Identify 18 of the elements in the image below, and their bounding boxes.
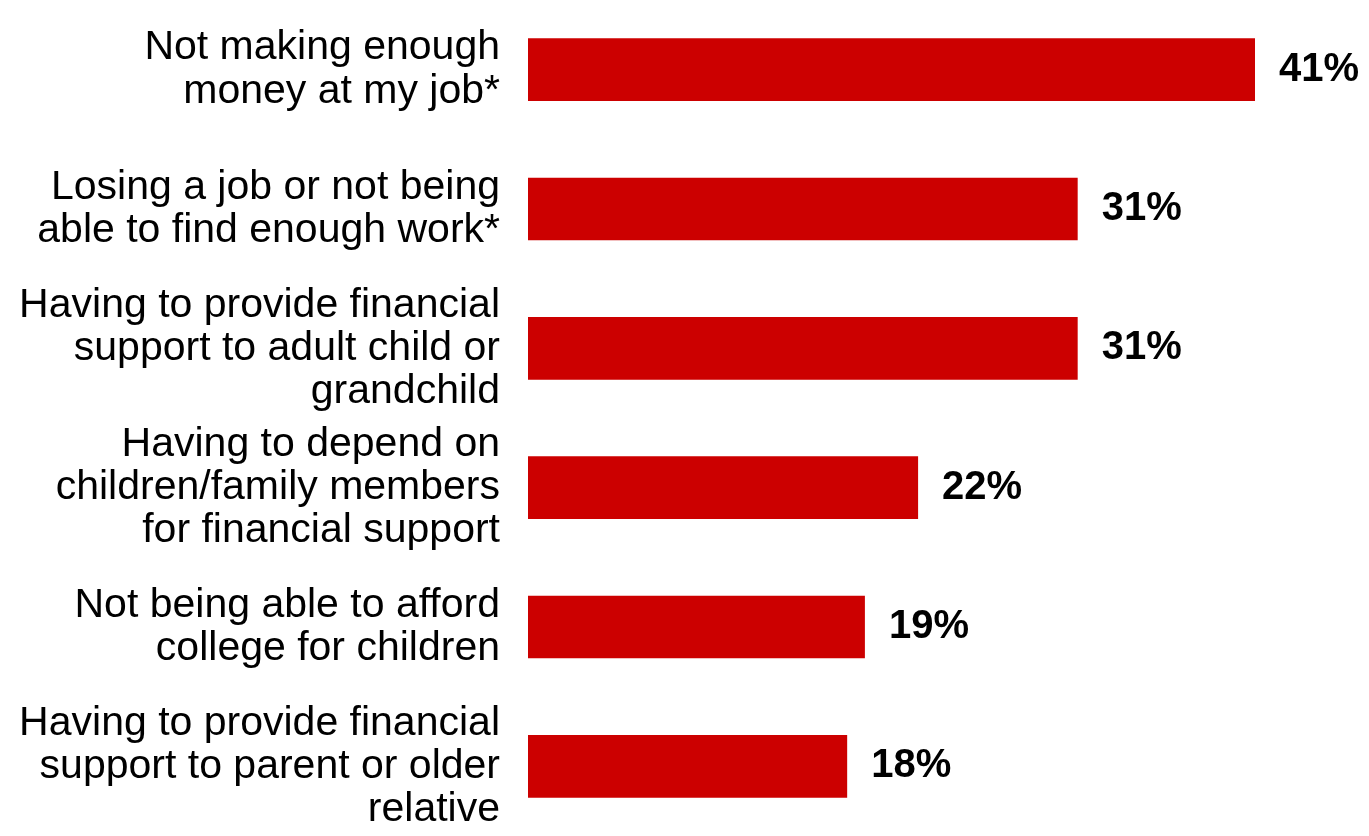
y-tick-label: Having to depend on children/family members for financial support [55,418,501,552]
bar [528,595,865,659]
data-label: 41% [1279,44,1360,89]
bar [528,734,848,798]
data-label: 31% [1101,323,1182,368]
data-label: 22% [942,462,1023,507]
bar [528,177,1078,241]
bar [528,38,1255,102]
bar [528,316,1078,380]
bar [528,456,919,520]
y-tick-label: Having to provide financial support to adult child or grandchild [19,279,500,412]
data-label: 31% [1101,184,1182,229]
y-tick-label: Not making enough money at my job* [144,22,501,112]
y-tick-label: Not being able to afford college for children [74,579,500,669]
data-label: 19% [888,602,969,647]
y-tick-label: Losing a job or not being able to find enough work* [37,161,501,251]
data-label: 18% [871,741,952,786]
y-tick-label: Having to provide financial support to parent or older relative [19,697,500,830]
